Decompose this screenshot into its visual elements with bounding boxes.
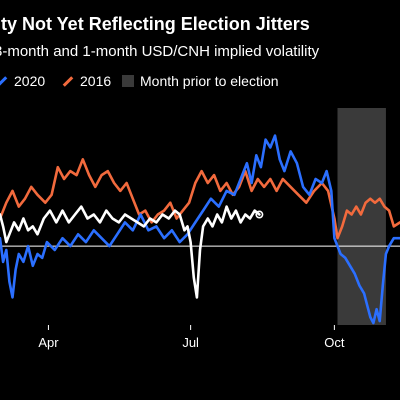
legend: 2020 2016 Month prior to election: [0, 73, 400, 91]
series-line-unlabeled: [0, 205, 261, 299]
legend-swatch-2020: [0, 75, 8, 87]
chart-subtitle: 3-month and 1-month USD/CNH implied vola…: [0, 43, 320, 60]
x-tick-label: Apr: [38, 335, 59, 350]
series-layer: [0, 134, 400, 325]
legend-label-2016: 2016: [80, 73, 112, 89]
series-endpoint-marker: [255, 210, 264, 219]
series-line-2020: [0, 134, 400, 325]
legend-item-shaded: Month prior to election: [122, 73, 279, 89]
chart-title: ity Not Yet Reflecting Election Jitters: [0, 14, 310, 34]
legend-label-2020: 2020: [14, 73, 46, 89]
series-line-2016: [0, 158, 400, 240]
legend-swatch-shaded: [122, 75, 134, 87]
x-axis-ticks: Apr Jul Oct: [38, 325, 345, 350]
x-tick-label: Oct: [324, 335, 345, 350]
legend-item-2016: 2016: [62, 73, 111, 89]
x-tick-label: Jul: [182, 335, 199, 350]
chart-plot: Apr Jul Oct: [0, 108, 400, 350]
legend-item-2020: 2020: [0, 73, 45, 89]
legend-swatch-2016: [62, 75, 74, 87]
legend-label-shaded: Month prior to election: [140, 73, 279, 89]
